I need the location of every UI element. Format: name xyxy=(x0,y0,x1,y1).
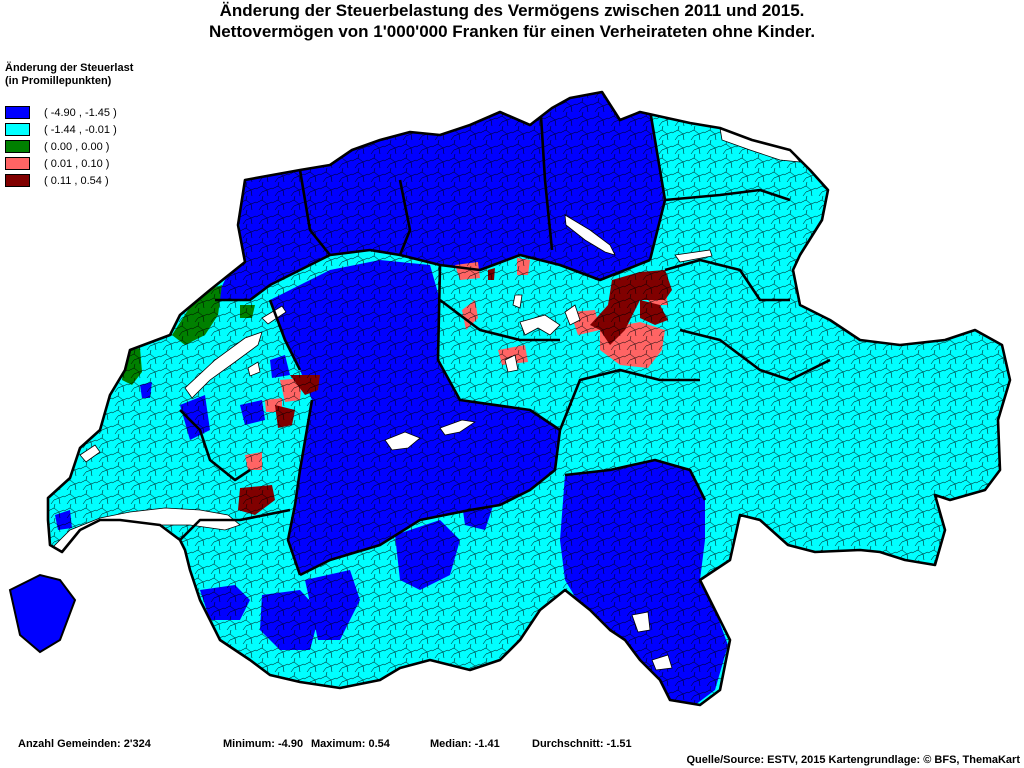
legend-swatch xyxy=(5,174,30,187)
stat-median: Median: -1.41 xyxy=(430,738,500,750)
legend-title-line-2: (in Promillepunkten) xyxy=(5,75,112,87)
legend-swatch xyxy=(5,106,30,119)
title-line-1: Änderung der Steuerbelastung des Vermöge… xyxy=(219,1,805,20)
legend-label: ( 0.11 , 0.54 ) xyxy=(44,174,109,187)
stat-municipality-count: Anzahl Gemeinden: 2'324 xyxy=(18,738,151,750)
stat-mean: Durchschnitt: -1.51 xyxy=(532,738,632,750)
legend-items: ( -4.90 , -1.45 ) ( -1.44 , -0.01 ) ( 0.… xyxy=(5,104,205,189)
legend-label: ( 0.01 , 0.10 ) xyxy=(44,157,110,170)
statistics-bar: Anzahl Gemeinden: 2'324 Minimum: -4.90 M… xyxy=(18,738,698,754)
legend-label: ( -1.44 , -0.01 ) xyxy=(44,123,117,136)
legend-label: ( -4.90 , -1.45 ) xyxy=(44,106,117,119)
legend-title-line-1: Änderung der Steuerlast xyxy=(5,62,134,74)
legend-swatch xyxy=(5,123,30,136)
legend-item: ( -1.44 , -0.01 ) xyxy=(5,121,205,138)
legend-item: ( 0.01 , 0.10 ) xyxy=(5,155,205,172)
stat-maximum: Maximum: 0.54 xyxy=(311,738,390,750)
title-line-2: Nettovermögen von 1'000'000 Franken für … xyxy=(208,22,816,41)
stat-minimum: Minimum: -4.90 xyxy=(223,738,304,750)
legend-swatch xyxy=(5,157,30,170)
legend-title: Änderung der Steuerlast (in Promillepunk… xyxy=(5,62,205,88)
legend-item: ( 0.00 , 0.00 ) xyxy=(5,138,205,155)
legend-item: ( -4.90 , -1.45 ) xyxy=(5,104,205,121)
legend-swatch xyxy=(5,140,30,153)
legend-label: ( 0.00 , 0.00 ) xyxy=(44,140,110,153)
map-legend: Änderung der Steuerlast (in Promillepunk… xyxy=(5,62,205,189)
source-note: Quelle/Source: ESTV, 2015 Kartengrundlag… xyxy=(686,754,1020,766)
map-title: Änderung der Steuerbelastung des Vermöge… xyxy=(0,0,1024,42)
legend-item: ( 0.11 , 0.54 ) xyxy=(5,172,205,189)
